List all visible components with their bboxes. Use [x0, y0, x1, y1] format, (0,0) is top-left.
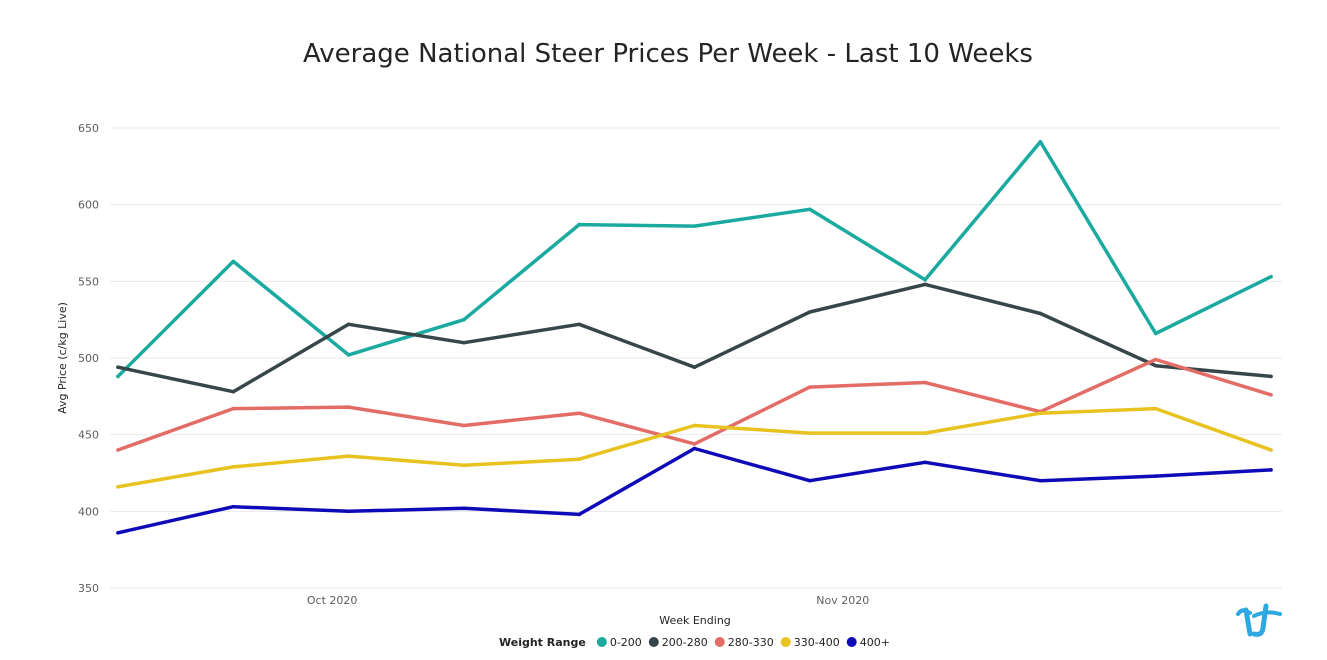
- data-point[interactable]: [231, 504, 236, 509]
- data-point[interactable]: [692, 446, 697, 451]
- data-point[interactable]: [808, 385, 812, 389]
- series-line-200-280[interactable]: [116, 282, 1273, 394]
- legend-item[interactable]: 280-330: [714, 636, 774, 649]
- legend-marker: [714, 637, 725, 647]
- y-tick-label: 600: [78, 199, 99, 212]
- data-point[interactable]: [231, 406, 236, 411]
- data-point[interactable]: [346, 405, 351, 409]
- legend-title: Weight Range: [499, 636, 586, 649]
- data-point[interactable]: [462, 463, 466, 468]
- data-point[interactable]: [923, 460, 927, 465]
- data-point[interactable]: [1038, 311, 1043, 316]
- data-point[interactable]: [692, 224, 697, 228]
- data-point[interactable]: [1153, 406, 1158, 411]
- data-point[interactable]: [1269, 393, 1273, 397]
- legend[interactable]: Weight Range 0-200 200-280 280-330 330-400 4…: [499, 636, 890, 649]
- data-point[interactable]: [1153, 331, 1158, 336]
- data-point[interactable]: [923, 282, 927, 287]
- y-axis-title: Avg Price (c/kg Live): [56, 302, 69, 414]
- x-axis-title: Week Ending: [659, 614, 731, 627]
- legend-item[interactable]: 200-280: [648, 636, 708, 649]
- legend-item[interactable]: 330-400: [780, 636, 840, 649]
- data-point[interactable]: [1153, 357, 1158, 362]
- gridlines: [110, 127, 1282, 589]
- legend-label: 400+: [860, 636, 890, 649]
- data-point[interactable]: [462, 317, 466, 322]
- data-point[interactable]: [577, 457, 581, 462]
- data-point[interactable]: [346, 509, 351, 514]
- data-point[interactable]: [577, 411, 581, 416]
- data-point[interactable]: [923, 278, 927, 282]
- data-point[interactable]: [346, 454, 351, 458]
- chart-title: Average National Steer Prices Per Week -…: [303, 39, 1033, 69]
- legend-label: 330-400: [794, 636, 840, 649]
- y-tick-label: 350: [78, 582, 99, 595]
- legend-marker: [780, 637, 791, 647]
- y-tick-label: 500: [78, 352, 99, 365]
- series-line-280-330[interactable]: [116, 357, 1273, 452]
- data-point[interactable]: [462, 423, 466, 428]
- legend-item[interactable]: 400+: [846, 636, 890, 649]
- data-point[interactable]: [1269, 448, 1273, 452]
- data-point[interactable]: [577, 222, 581, 227]
- data-point[interactable]: [346, 322, 351, 327]
- data-point[interactable]: [231, 465, 236, 469]
- data-point[interactable]: [116, 448, 120, 452]
- x-axis-ticks: Oct 2020 Nov 2020: [307, 594, 869, 607]
- data-point[interactable]: [808, 478, 812, 483]
- data-point[interactable]: [577, 512, 581, 517]
- x-tick-label: Oct 2020: [307, 594, 358, 607]
- data-point[interactable]: [923, 431, 927, 435]
- series-lines: [116, 140, 1273, 535]
- legend-label: 0-200: [610, 636, 642, 649]
- data-point[interactable]: [692, 423, 697, 428]
- legend-marker: [846, 637, 857, 647]
- data-point[interactable]: [808, 207, 812, 212]
- data-point[interactable]: [1269, 274, 1273, 279]
- data-point[interactable]: [462, 340, 466, 345]
- data-point[interactable]: [1153, 474, 1158, 478]
- y-tick-label: 550: [78, 275, 99, 288]
- legend-label: 280-330: [728, 636, 774, 649]
- data-point[interactable]: [231, 259, 236, 264]
- legend-marker: [648, 637, 659, 647]
- data-point[interactable]: [231, 389, 236, 394]
- data-point[interactable]: [1153, 363, 1158, 368]
- data-point[interactable]: [1038, 478, 1043, 483]
- y-tick-label: 650: [78, 122, 99, 135]
- data-point[interactable]: [808, 310, 812, 314]
- data-point[interactable]: [808, 431, 812, 435]
- data-point[interactable]: [346, 353, 351, 357]
- data-point[interactable]: [577, 322, 581, 327]
- legend-marker: [596, 637, 607, 647]
- y-tick-label: 400: [78, 505, 99, 518]
- legend-item[interactable]: 0-200: [596, 636, 642, 649]
- data-point[interactable]: [116, 485, 120, 489]
- data-point[interactable]: [692, 365, 697, 370]
- data-point[interactable]: [1269, 374, 1273, 379]
- data-point[interactable]: [116, 531, 120, 535]
- data-point[interactable]: [1038, 411, 1043, 416]
- y-axis-ticks: 350 400 450 500 550 600 650: [78, 122, 99, 595]
- x-tick-label: Nov 2020: [816, 594, 869, 607]
- data-point[interactable]: [116, 374, 120, 379]
- tt-logo-icon: [1236, 603, 1282, 637]
- data-point[interactable]: [116, 365, 120, 370]
- data-point[interactable]: [923, 380, 927, 385]
- legend-label: 200-280: [662, 636, 708, 649]
- y-tick-label: 450: [78, 429, 99, 442]
- data-point[interactable]: [1269, 468, 1273, 472]
- data-point[interactable]: [1038, 140, 1043, 144]
- data-point[interactable]: [462, 506, 466, 511]
- data-point[interactable]: [692, 442, 697, 446]
